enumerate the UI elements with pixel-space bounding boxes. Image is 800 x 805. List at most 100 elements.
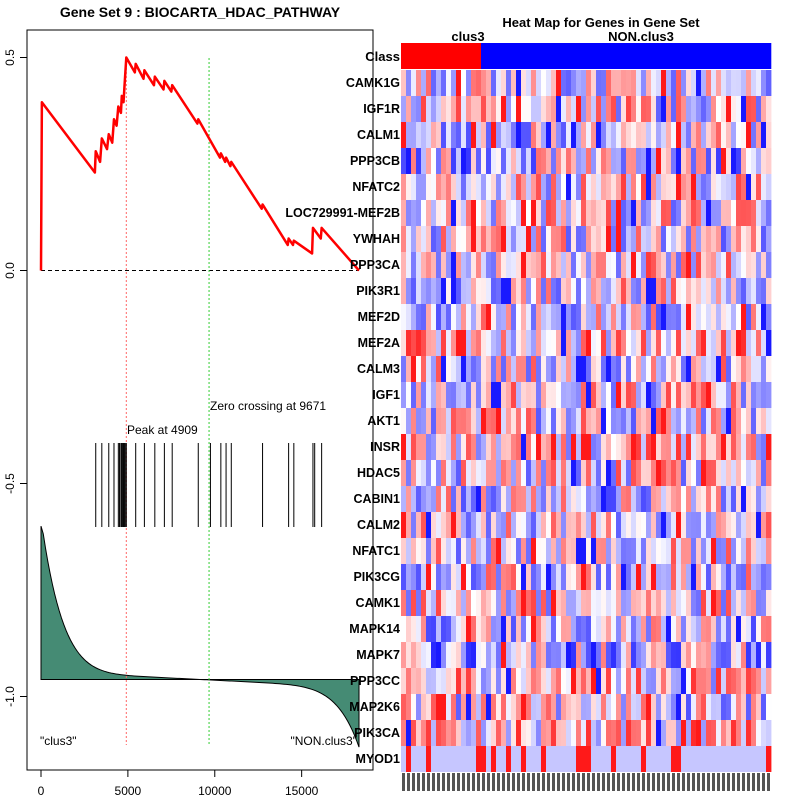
- heat-map-cell: [586, 512, 592, 538]
- heat-map-cell: [656, 96, 662, 122]
- heat-map-cell: [421, 330, 427, 356]
- heat-map-cell: [561, 408, 567, 434]
- heat-map-cell: [591, 642, 597, 668]
- heat-map-cell: [541, 96, 547, 122]
- heat-map-cell: [731, 564, 737, 590]
- heat-map-cell: [646, 70, 652, 96]
- heat-map-cell: [486, 356, 492, 382]
- heat-map-cell: [721, 200, 727, 226]
- heat-map-cell: [561, 304, 567, 330]
- heat-map-cell: [626, 564, 632, 590]
- heat-map-cell: [551, 720, 557, 746]
- heat-map-cell: [436, 252, 442, 278]
- heat-map-cell: [766, 642, 772, 668]
- heat-map-cell: [426, 486, 432, 512]
- heat-map-cell: [586, 538, 592, 564]
- heat-map-cell: [686, 746, 692, 772]
- heat-map-cell: [491, 382, 497, 408]
- heat-map-cell: [451, 122, 457, 148]
- heat-map-cell: [491, 252, 497, 278]
- heat-map-cell: [631, 122, 637, 148]
- heat-map-cell: [646, 564, 652, 590]
- heat-map-cell: [496, 590, 502, 616]
- heat-map-cell: [461, 668, 467, 694]
- heat-map-cell: [686, 174, 692, 200]
- heat-map-cell: [491, 720, 497, 746]
- heat-map-cell: [741, 330, 747, 356]
- heat-map-cell: [651, 486, 657, 512]
- heat-map-cell: [521, 70, 527, 96]
- heat-map-cell: [431, 174, 437, 200]
- heat-map-cell: [631, 564, 637, 590]
- heat-map-cell: [481, 330, 487, 356]
- heat-map-cell: [596, 694, 602, 720]
- heat-map-cell: [566, 330, 572, 356]
- heat-map-cell: [536, 96, 542, 122]
- heat-map-cell: [566, 694, 572, 720]
- heat-map-cell: [741, 96, 747, 122]
- heat-map-cell: [611, 226, 617, 252]
- heat-map-cell: [501, 512, 507, 538]
- heat-map-cell: [726, 720, 732, 746]
- heat-map-cell: [606, 70, 612, 96]
- heat-map-cell: [731, 694, 737, 720]
- heat-map-cell: [636, 590, 642, 616]
- heat-map-cell: [611, 330, 617, 356]
- heat-map-cell: [456, 642, 462, 668]
- heat-map-cell: [411, 694, 417, 720]
- heat-map-cell: [646, 590, 652, 616]
- heat-map-cell: [696, 486, 702, 512]
- heat-map-cell: [516, 96, 522, 122]
- heat-map-cell: [661, 590, 667, 616]
- heat-map-cell: [571, 122, 577, 148]
- heat-map-cell: [566, 70, 572, 96]
- ranked-metric-area: [40, 525, 360, 748]
- heat-map-cell: [656, 226, 662, 252]
- heat-map-cell: [756, 720, 762, 746]
- heat-map-cell: [436, 122, 442, 148]
- heat-map-cell: [496, 746, 502, 772]
- heat-map-cell: [606, 330, 612, 356]
- heat-map-cell: [511, 278, 517, 304]
- heat-map-cell: [651, 642, 657, 668]
- heat-map-cell: [446, 564, 452, 590]
- heat-map-cell: [466, 642, 472, 668]
- heat-map-cell: [541, 278, 547, 304]
- heat-map-cell: [571, 174, 577, 200]
- heat-map-cell: [426, 356, 432, 382]
- heat-map-cell: [701, 408, 707, 434]
- heat-map-cell: [556, 668, 562, 694]
- heat-map-cell: [711, 460, 717, 486]
- heat-map-cell: [721, 512, 727, 538]
- heat-map-cell: [516, 278, 522, 304]
- heat-map-cell: [701, 746, 707, 772]
- heat-map-cell: [471, 486, 477, 512]
- heat-map-cell: [466, 434, 472, 460]
- heat-map-cell: [661, 122, 667, 148]
- heat-map-cell: [591, 720, 597, 746]
- heat-map-cell: [746, 486, 752, 512]
- heat-map-cell: [621, 252, 627, 278]
- sample-label: [582, 773, 585, 791]
- heat-map-cell: [461, 408, 467, 434]
- heat-map-row: [401, 200, 772, 226]
- heat-map-cell: [431, 512, 437, 538]
- heat-map-cell: [651, 278, 657, 304]
- heat-map-cell: [706, 408, 712, 434]
- heat-map-cell: [556, 408, 562, 434]
- heat-map-cell: [466, 122, 472, 148]
- heat-map-cell: [546, 382, 552, 408]
- heat-map-cell: [406, 486, 412, 512]
- heat-map-cell: [681, 434, 687, 460]
- heat-map-cell: [736, 330, 742, 356]
- heat-map-cell: [486, 668, 492, 694]
- heat-map-cell: [411, 70, 417, 96]
- heat-map-cell: [471, 746, 477, 772]
- heat-map-cell: [521, 746, 527, 772]
- heat-map-cell: [571, 746, 577, 772]
- heat-map-cell: [566, 460, 572, 486]
- heat-map-cell: [506, 434, 512, 460]
- heat-map-cell: [636, 252, 642, 278]
- heat-map-cell: [451, 304, 457, 330]
- heat-map-cell: [606, 668, 612, 694]
